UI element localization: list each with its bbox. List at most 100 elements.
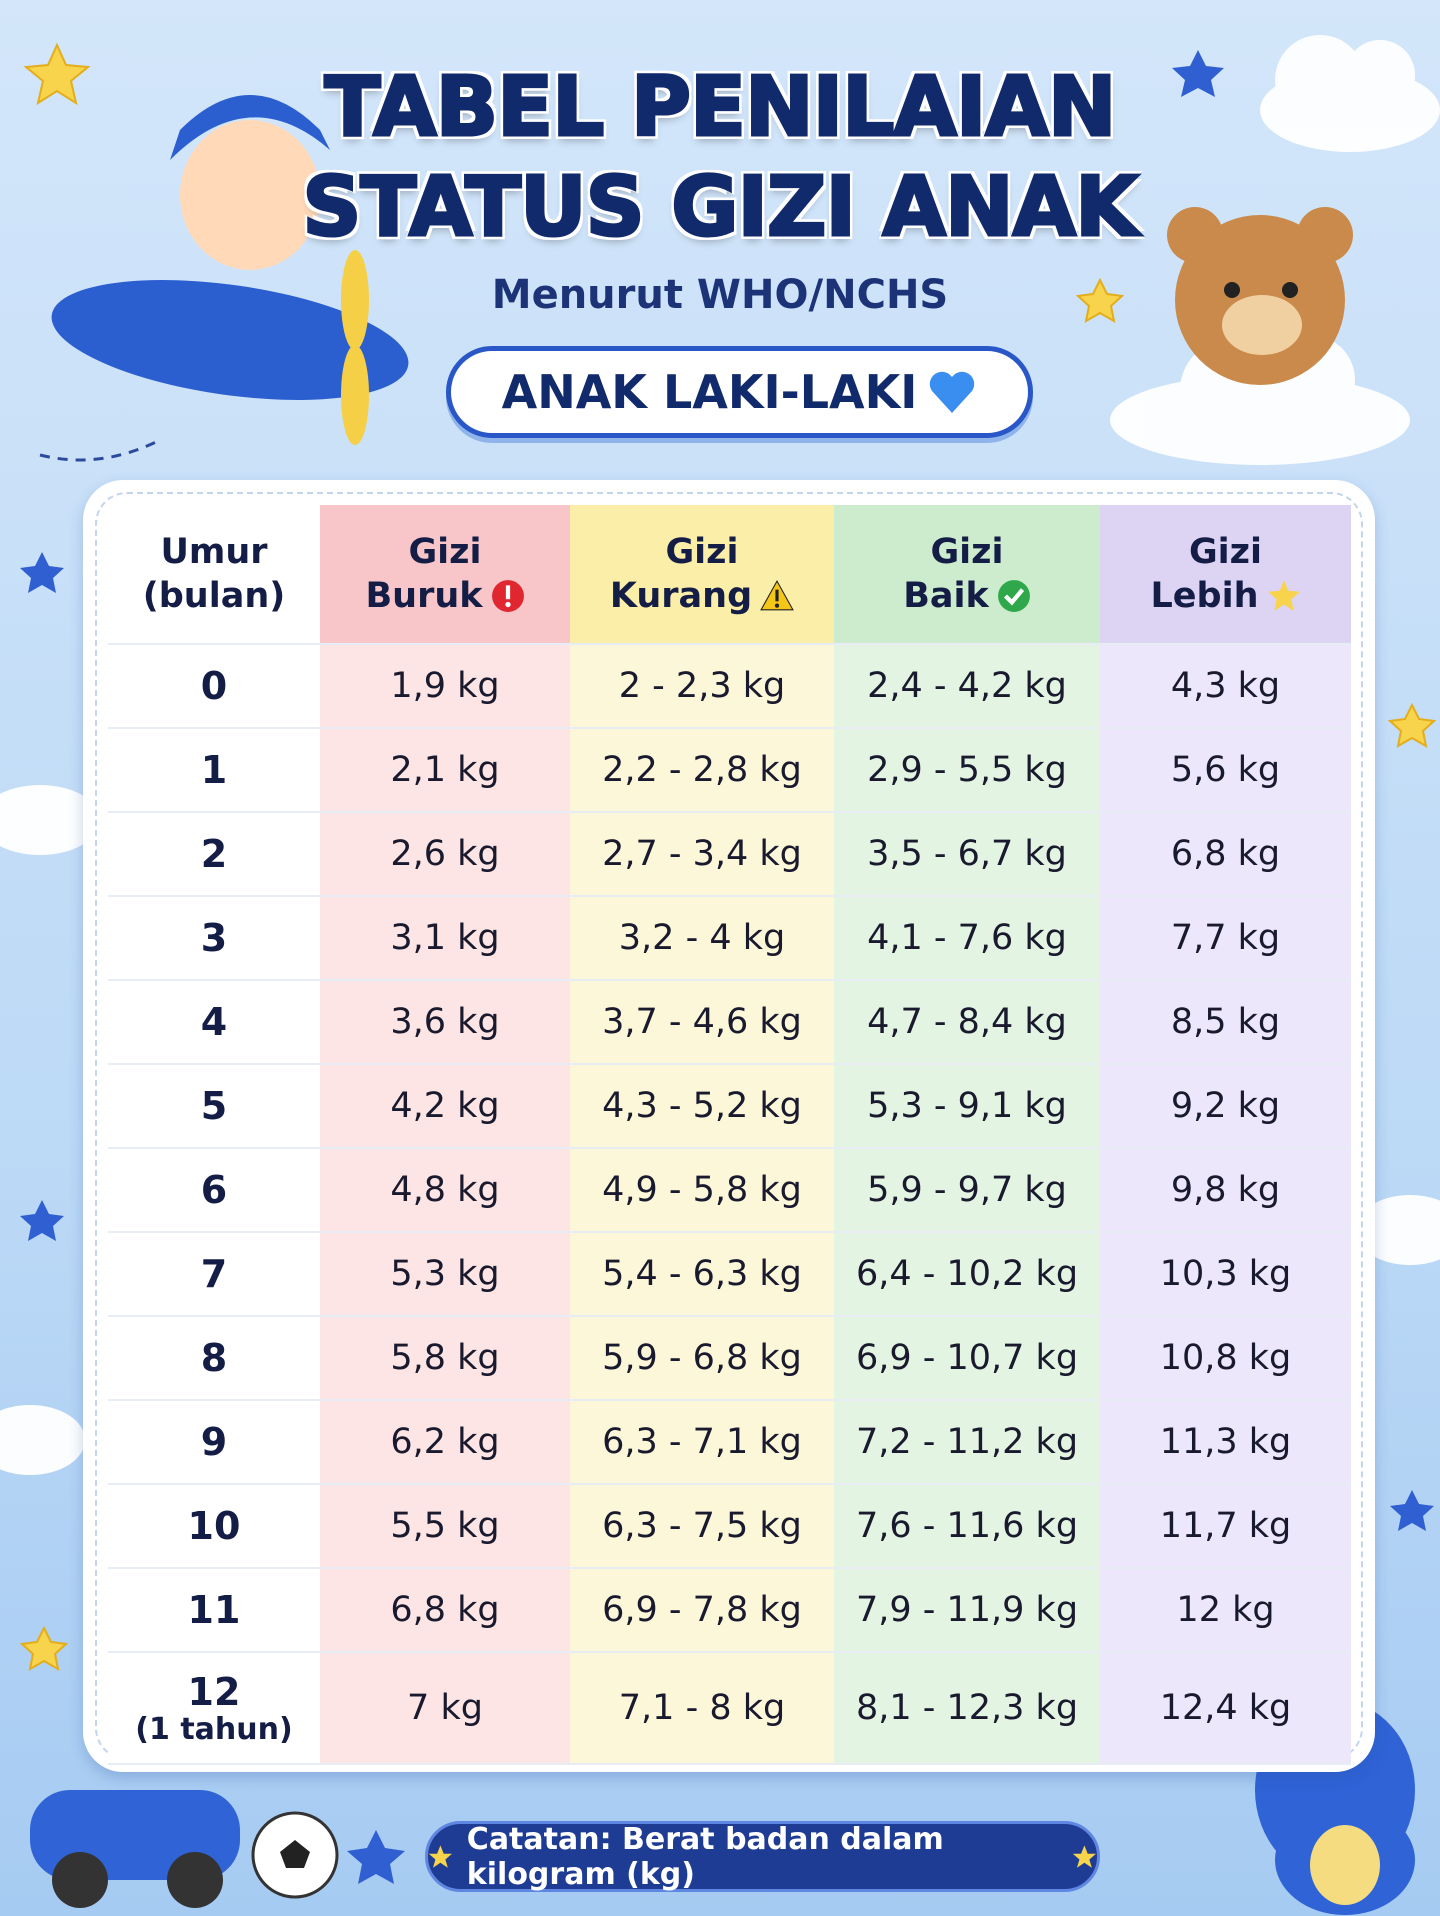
cell: 11,3 kg bbox=[1100, 1400, 1351, 1485]
cell-text: 2,2 - 2,8 kg bbox=[602, 750, 802, 790]
cell-text: 5,3 - 9,1 kg bbox=[867, 1086, 1067, 1126]
header-cell: Gizi Lebih bbox=[1100, 505, 1351, 645]
header-cell: Gizi Baik bbox=[834, 505, 1100, 645]
row: 8 5,8 kg 5,9 - 6,8 kg 6,9 - 10,7 kg 10,8 kg bbox=[108, 1316, 1351, 1401]
cell: 5,9 - 6,8 kg bbox=[570, 1316, 834, 1401]
cell: 4,8 kg bbox=[320, 1148, 570, 1233]
cell: 3,7 - 4,6 kg bbox=[570, 980, 834, 1065]
cell: 3,1 kg bbox=[320, 896, 570, 981]
cell: 6,2 kg bbox=[320, 1400, 570, 1485]
cell: 9,8 kg bbox=[1100, 1148, 1351, 1233]
cell-text: 12,4 kg bbox=[1159, 1688, 1292, 1728]
row: 10 5,5 kg 6,3 - 7,5 kg 7,6 - 11,6 kg 11,7 kg bbox=[108, 1484, 1351, 1569]
cell: 7,9 - 11,9 kg bbox=[834, 1568, 1100, 1653]
note: Catatan: Berat badan dalam kilogram (kg) bbox=[425, 1821, 1100, 1892]
cell-text: 8,5 kg bbox=[1170, 1002, 1281, 1042]
cell-text: 4,8 kg bbox=[390, 1170, 500, 1210]
row: 2 2,6 kg 2,7 - 3,4 kg 3,5 - 6,7 kg 6,8 kg bbox=[108, 812, 1351, 897]
cell: 9 bbox=[108, 1400, 320, 1485]
cell: 6,8 kg bbox=[320, 1568, 570, 1653]
cell-text: 6,9 - 7,8 kg bbox=[602, 1590, 802, 1630]
status-icon bbox=[997, 580, 1030, 612]
cell-text: 6,4 - 10,2 kg bbox=[855, 1254, 1079, 1294]
row: 7 5,3 kg 5,4 - 6,3 kg 6,4 - 10,2 kg 10,3 kg bbox=[108, 1232, 1351, 1317]
cell: 5,3 - 9,1 kg bbox=[834, 1064, 1100, 1149]
cell: 2,1 kg bbox=[320, 728, 570, 813]
cell-text: 7,1 - 8 kg bbox=[618, 1688, 786, 1728]
row: 5 4,2 kg 4,3 - 5,2 kg 5,3 - 9,1 kg 9,2 kg bbox=[108, 1064, 1351, 1149]
status-icon bbox=[491, 580, 524, 612]
cell-text: 4,2 kg bbox=[390, 1086, 500, 1126]
status-icon bbox=[760, 580, 794, 611]
cell-text: 5,4 - 6,3 kg bbox=[602, 1254, 802, 1294]
cell: 8,1 - 12,3 kg bbox=[834, 1652, 1100, 1765]
cell: 12 kg bbox=[1100, 1568, 1351, 1653]
cell: 6,3 - 7,5 kg bbox=[570, 1484, 834, 1569]
cell: 7,6 - 11,6 kg bbox=[834, 1484, 1100, 1569]
cell-text: 3,6 kg bbox=[390, 1002, 500, 1042]
cell-text: 2 bbox=[200, 832, 228, 876]
cell-text: 3 bbox=[200, 916, 228, 960]
cell: 5,5 kg bbox=[320, 1484, 570, 1569]
row: 1 2,1 kg 2,2 - 2,8 kg 2,9 - 5,5 kg 5,6 kg bbox=[108, 728, 1351, 813]
cell: 8 bbox=[108, 1316, 320, 1401]
cell-subtext: (1 tahun) bbox=[135, 1712, 293, 1747]
cell-text: 5,5 kg bbox=[390, 1506, 500, 1546]
cell: 10,3 kg bbox=[1100, 1232, 1351, 1317]
cell: 4,3 - 5,2 kg bbox=[570, 1064, 834, 1149]
cell-text: 6,9 - 10,7 kg bbox=[855, 1338, 1079, 1378]
cell-text: 10 bbox=[187, 1504, 241, 1548]
cell: 5,9 - 9,7 kg bbox=[834, 1148, 1100, 1233]
cell: 5,4 - 6,3 kg bbox=[570, 1232, 834, 1317]
cell: 12,4 kg bbox=[1100, 1652, 1351, 1765]
cell: 6,4 - 10,2 kg bbox=[834, 1232, 1100, 1317]
subtitle: Menurut WHO/NCHS bbox=[491, 272, 949, 318]
cell: 3 bbox=[108, 896, 320, 981]
cell: 5,8 kg bbox=[320, 1316, 570, 1401]
cell: 11,7 kg bbox=[1100, 1484, 1351, 1569]
cell: 9,2 kg bbox=[1100, 1064, 1351, 1149]
status-icon bbox=[1267, 580, 1300, 611]
header-text: Buruk bbox=[365, 576, 483, 616]
cell-text: 2 - 2,3 kg bbox=[618, 666, 786, 706]
header-line: Umur bbox=[160, 532, 268, 572]
cell-text: 3,7 - 4,6 kg bbox=[602, 1002, 802, 1042]
row: 6 4,8 kg 4,9 - 5,8 kg 5,9 - 9,7 kg 9,8 kg bbox=[108, 1148, 1351, 1233]
star-icon bbox=[1073, 1844, 1097, 1868]
cell-text: 7,7 kg bbox=[1170, 918, 1281, 958]
row: 12 (1 tahun) 7 kg 7,1 - 8 kg 8,1 - 12,3 kg 12… bbox=[108, 1652, 1351, 1765]
header-line: Gizi bbox=[1188, 532, 1263, 572]
badge-text: ANAK LAKI-LAKI bbox=[501, 365, 918, 419]
cell: 4,3 kg bbox=[1100, 644, 1351, 729]
cell: 4,7 - 8,4 kg bbox=[834, 980, 1100, 1065]
cell-text: 12 bbox=[187, 1670, 241, 1714]
cell: 6,9 - 10,7 kg bbox=[834, 1316, 1100, 1401]
cell-text: 5,9 - 9,7 kg bbox=[867, 1170, 1067, 1210]
cell-text: 11,7 kg bbox=[1159, 1506, 1292, 1546]
header-text: Lebih bbox=[1150, 576, 1259, 616]
cell: 2,7 - 3,4 kg bbox=[570, 812, 834, 897]
cell-text: 8,1 - 12,3 kg bbox=[855, 1688, 1079, 1728]
cell: 5,6 kg bbox=[1100, 728, 1351, 813]
cell-text: 9,2 kg bbox=[1170, 1086, 1281, 1126]
cell-text: 1,9 kg bbox=[390, 666, 500, 706]
cell-text: 9 bbox=[200, 1420, 228, 1464]
cell: 2,6 kg bbox=[320, 812, 570, 897]
cell: 10,8 kg bbox=[1100, 1316, 1351, 1401]
cell: 6,9 - 7,8 kg bbox=[570, 1568, 834, 1653]
cell-text: 5,6 kg bbox=[1170, 750, 1281, 790]
cell: 1,9 kg bbox=[320, 644, 570, 729]
cell-text: 5,8 kg bbox=[390, 1338, 500, 1378]
cell-text: 4,3 kg bbox=[1170, 666, 1281, 706]
cell-text: 3,1 kg bbox=[390, 918, 500, 958]
cell: 8,5 kg bbox=[1100, 980, 1351, 1065]
header-cell: Gizi Buruk bbox=[320, 505, 570, 645]
cell-text: 10,3 kg bbox=[1159, 1254, 1292, 1294]
header-line: Baik bbox=[903, 576, 1031, 616]
row: 3 3,1 kg 3,2 - 4 kg 4,1 - 7,6 kg 7,7 kg bbox=[108, 896, 1351, 981]
cell: 2 - 2,3 kg bbox=[570, 644, 834, 729]
cell-text: 5,3 kg bbox=[390, 1254, 500, 1294]
cell: 6,8 kg bbox=[1100, 812, 1351, 897]
